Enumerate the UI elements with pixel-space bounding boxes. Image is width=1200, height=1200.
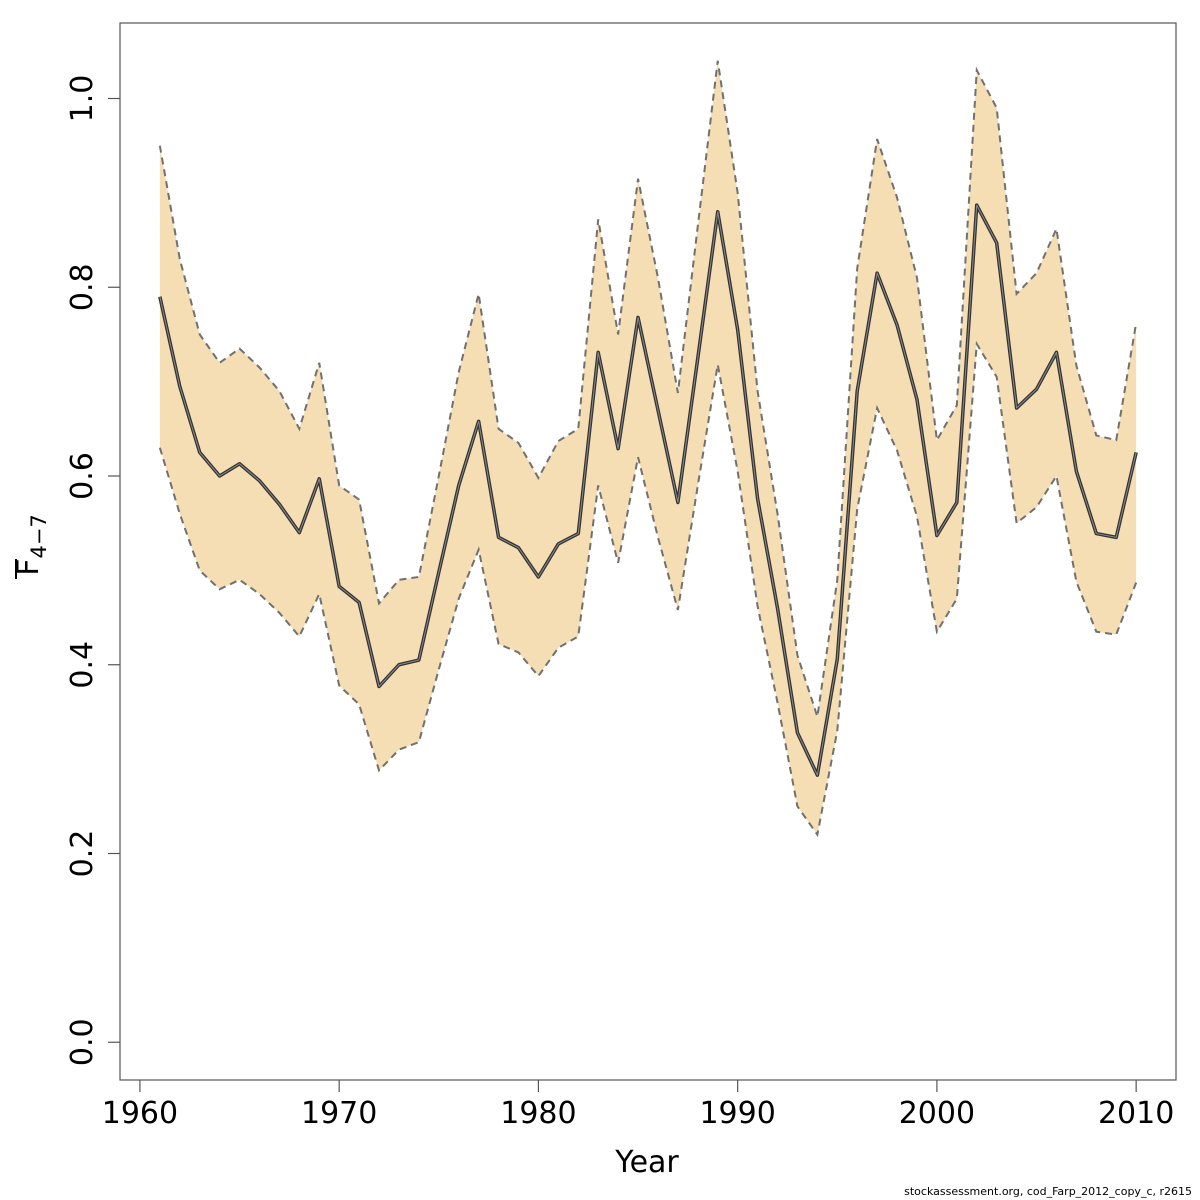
x-axis-title: Year: [614, 1145, 679, 1180]
confidence-band: [159, 60, 1137, 835]
x-tick-label-1960: 1960: [102, 1096, 178, 1131]
y-tick-label-3: 0.6: [65, 452, 100, 500]
lower-bound-line: [158, 340, 1138, 838]
x-tick-label-1970: 1970: [301, 1096, 377, 1131]
upper-bound-line: [158, 60, 1138, 717]
plot-frame: [119, 22, 1177, 1081]
plot-area: [158, 60, 1138, 838]
y-tick-label-2: 0.4: [65, 641, 100, 689]
y-axis-title-base: F: [11, 559, 46, 576]
svg-text:F4−7: F4−7: [11, 514, 51, 576]
axes: 1960 1970 1980 1990 2000 2010 0.0 0.2 0.4 0.6 0.8 1…: [65, 22, 1177, 1131]
y-tick-label-4: 0.8: [65, 263, 100, 311]
footer-credit: stockassessment.org, cod_Farp_2012_copy_…: [904, 1185, 1192, 1198]
y-axis-title: F4−7: [11, 514, 51, 579]
x-tick-label-2010: 2010: [1098, 1096, 1174, 1131]
y-axis-title-subscript: 4−7: [27, 514, 51, 558]
x-tick-label-2000: 2000: [899, 1096, 975, 1131]
y-tick-label-1: 0.2: [65, 830, 100, 878]
x-tick-label-1980: 1980: [500, 1096, 576, 1131]
estimate-line-highlight: [159, 204, 1137, 776]
x-tick-label-1990: 1990: [699, 1096, 775, 1131]
y-tick-label-0: 0.0: [65, 1018, 100, 1066]
y-tick-label-5: 1.0: [65, 75, 100, 123]
